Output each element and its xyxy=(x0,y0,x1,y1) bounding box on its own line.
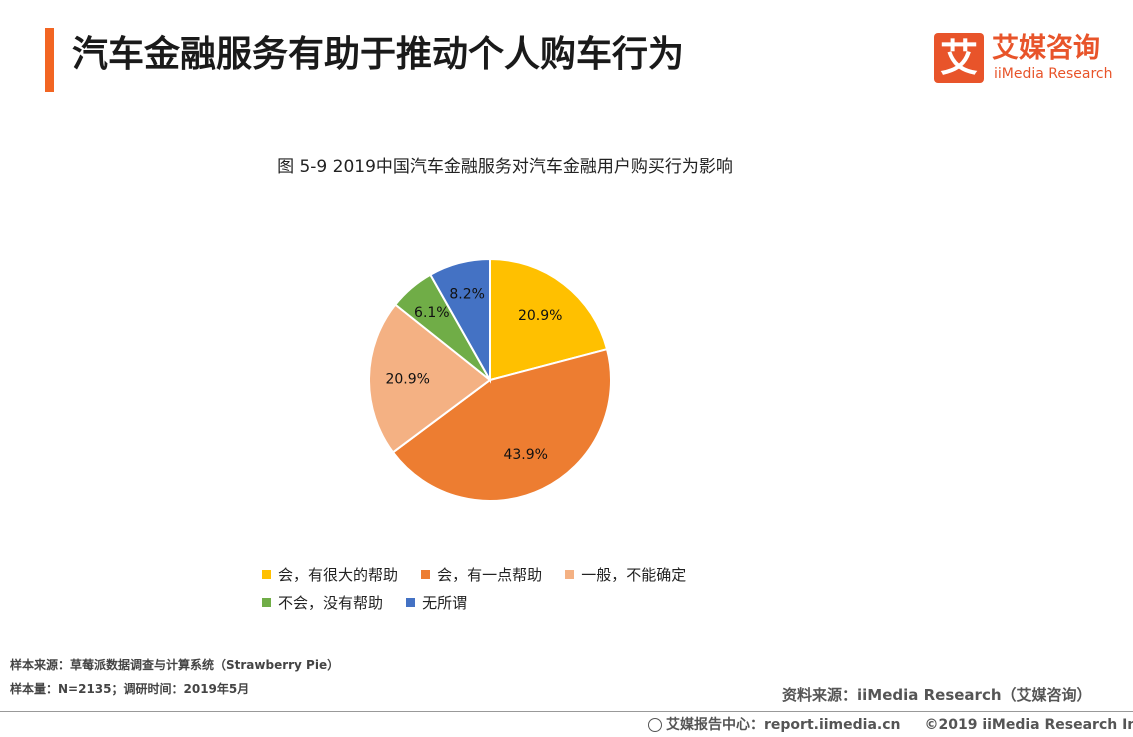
pie-slice xyxy=(368,303,492,454)
sample-size-note: 样本量：N=2135；调研时间：2019年5月 xyxy=(10,682,250,696)
legend-label: 会，有很大的帮助 xyxy=(278,566,399,584)
slice-data-label: 20.9% xyxy=(385,372,429,388)
legend-label: 无所谓 xyxy=(422,594,468,612)
footer: 艾媒报告中心：report.iimedia.cn ©2019 iiMedia Re… xyxy=(648,714,1133,734)
legend-swatch xyxy=(565,570,575,579)
slice-data-label: 6.1% xyxy=(414,305,450,321)
legend-row: 会，有很大的帮助 会，有一点帮助 一般，不能确定 xyxy=(262,563,782,591)
legend-item: 无所谓 xyxy=(406,591,467,615)
slice-data-label: 43.9% xyxy=(503,447,547,463)
title-accent-bar xyxy=(45,28,54,92)
footer-copyright: ©2019 iiMedia Research Inc xyxy=(924,717,1133,733)
pie-slice xyxy=(391,347,612,502)
legend-label: 不会，没有帮助 xyxy=(278,594,384,612)
logo-mark: 艾 xyxy=(934,33,984,83)
sample-source-note: 样本来源：草莓派数据调查与计算系统（Strawberry Pie） xyxy=(10,658,340,672)
legend-item: 会，有一点帮助 xyxy=(421,563,542,587)
legend-item: 会，有很大的帮助 xyxy=(262,563,398,587)
legend-swatch xyxy=(262,598,271,607)
iimedia-logo: 艾 艾媒咨询 iiMedia Research xyxy=(934,33,1114,85)
legend-item: 不会，没有帮助 xyxy=(262,591,383,615)
legend-swatch xyxy=(406,598,416,607)
globe-icon xyxy=(648,718,662,732)
slice-data-label: 8.2% xyxy=(449,286,485,302)
pie-slice xyxy=(429,257,491,384)
page-title: 汽车金融服务有助于推动个人购车行为 xyxy=(72,34,685,75)
data-source: 资料来源：iiMedia Research（艾媒咨询） xyxy=(782,686,1092,704)
legend-label: 一般，不能确定 xyxy=(581,566,687,584)
chart-title: 图 5-9 2019中国汽车金融服务对汽车金融用户购买行为影响 xyxy=(277,157,733,177)
legend-row: 不会，没有帮助 无所谓 xyxy=(262,591,782,619)
chart-legend: 会，有很大的帮助 会，有一点帮助 一般，不能确定 不会，没有帮助 无所谓 xyxy=(262,563,782,619)
legend-swatch xyxy=(421,570,431,579)
logo-text-en: iiMedia Research xyxy=(994,66,1113,82)
legend-label: 会，有一点帮助 xyxy=(437,566,543,584)
legend-swatch xyxy=(262,570,271,579)
footer-report-center: 艾媒报告中心：report.iimedia.cn xyxy=(666,717,901,733)
pie-slice xyxy=(489,257,609,382)
footer-divider xyxy=(0,711,1133,712)
logo-text-cn: 艾媒咨询 xyxy=(992,33,1100,64)
slice-data-label: 20.9% xyxy=(518,308,562,324)
legend-item: 一般，不能确定 xyxy=(565,563,686,587)
